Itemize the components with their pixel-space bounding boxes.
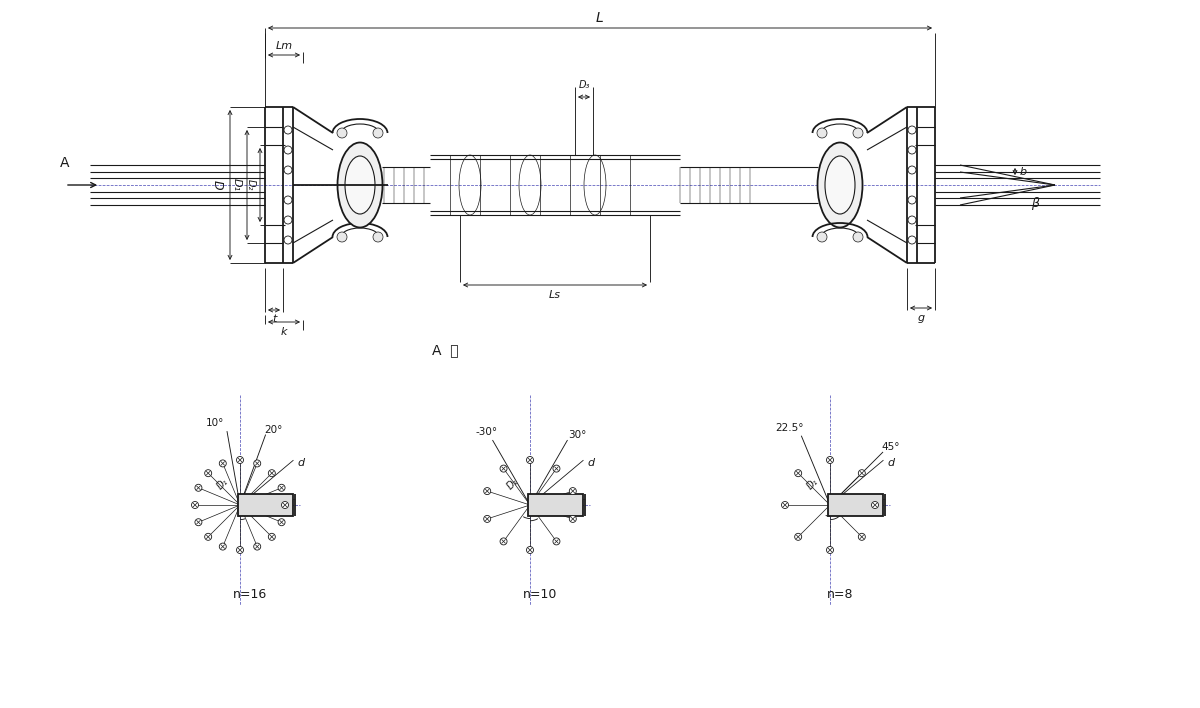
- Circle shape: [205, 533, 211, 540]
- Text: k: k: [281, 327, 287, 337]
- Text: Ls: Ls: [550, 290, 562, 300]
- Circle shape: [205, 469, 211, 476]
- Circle shape: [908, 126, 916, 134]
- Circle shape: [527, 547, 534, 554]
- Text: D₂: D₂: [246, 179, 256, 190]
- Circle shape: [853, 128, 863, 138]
- Text: d: d: [298, 458, 305, 468]
- Text: β: β: [1031, 197, 1039, 210]
- Ellipse shape: [817, 142, 863, 227]
- Circle shape: [794, 533, 802, 540]
- Circle shape: [908, 216, 916, 224]
- Circle shape: [284, 166, 292, 174]
- Circle shape: [817, 232, 827, 242]
- Text: 10°: 10°: [205, 418, 224, 428]
- Circle shape: [269, 469, 275, 476]
- Circle shape: [853, 232, 863, 242]
- Circle shape: [569, 515, 576, 523]
- Circle shape: [527, 457, 534, 464]
- Circle shape: [908, 146, 916, 154]
- Circle shape: [278, 519, 286, 526]
- Circle shape: [284, 216, 292, 224]
- Circle shape: [858, 533, 865, 540]
- Text: D₁: D₁: [232, 178, 242, 192]
- Ellipse shape: [346, 156, 374, 214]
- Circle shape: [908, 166, 916, 174]
- Circle shape: [220, 460, 227, 467]
- Circle shape: [908, 236, 916, 244]
- Circle shape: [192, 501, 198, 508]
- Circle shape: [284, 126, 292, 134]
- Text: D: D: [210, 181, 223, 190]
- Text: -30°: -30°: [475, 427, 498, 437]
- Circle shape: [373, 128, 383, 138]
- Text: 30°: 30°: [569, 430, 587, 440]
- Circle shape: [236, 457, 244, 464]
- Circle shape: [500, 538, 508, 545]
- Text: t: t: [272, 314, 276, 324]
- Text: 20°: 20°: [264, 425, 283, 435]
- Circle shape: [337, 128, 347, 138]
- Circle shape: [194, 484, 202, 491]
- Text: 22.5°: 22.5°: [775, 423, 804, 433]
- Circle shape: [236, 547, 244, 554]
- Circle shape: [373, 232, 383, 242]
- Circle shape: [871, 501, 878, 508]
- Circle shape: [827, 457, 834, 464]
- Text: b: b: [1020, 167, 1026, 177]
- Circle shape: [282, 501, 288, 508]
- Text: n=16: n=16: [233, 588, 268, 602]
- Text: g: g: [918, 313, 924, 323]
- Circle shape: [858, 469, 865, 476]
- Circle shape: [827, 547, 834, 554]
- Text: D₃: D₃: [578, 80, 589, 90]
- Circle shape: [284, 146, 292, 154]
- Text: n=8: n=8: [827, 588, 853, 602]
- Circle shape: [781, 501, 788, 508]
- Circle shape: [553, 538, 560, 545]
- Text: Lm: Lm: [276, 41, 293, 51]
- Circle shape: [553, 465, 560, 472]
- Bar: [828, 494, 883, 516]
- Circle shape: [500, 465, 508, 472]
- Text: d: d: [888, 458, 895, 468]
- Text: D₁: D₁: [215, 476, 230, 491]
- Circle shape: [569, 488, 576, 495]
- Text: d: d: [588, 458, 595, 468]
- Bar: [528, 494, 583, 516]
- Circle shape: [253, 460, 260, 467]
- Text: D₁: D₁: [505, 476, 521, 491]
- Circle shape: [269, 533, 275, 540]
- Circle shape: [284, 196, 292, 204]
- Text: n=10: n=10: [523, 588, 557, 602]
- Circle shape: [484, 515, 491, 523]
- Ellipse shape: [337, 142, 383, 227]
- Ellipse shape: [826, 156, 854, 214]
- Circle shape: [908, 196, 916, 204]
- Circle shape: [794, 469, 802, 476]
- Circle shape: [220, 543, 227, 550]
- Circle shape: [284, 236, 292, 244]
- Circle shape: [278, 484, 286, 491]
- Text: A  向: A 向: [432, 343, 458, 357]
- Text: 45°: 45°: [882, 442, 900, 452]
- Text: L: L: [596, 11, 604, 25]
- Circle shape: [484, 488, 491, 495]
- Text: D₁: D₁: [805, 476, 821, 491]
- Text: A: A: [60, 156, 70, 170]
- Circle shape: [337, 232, 347, 242]
- Bar: [238, 494, 293, 516]
- Circle shape: [817, 128, 827, 138]
- Circle shape: [253, 543, 260, 550]
- Circle shape: [194, 519, 202, 526]
